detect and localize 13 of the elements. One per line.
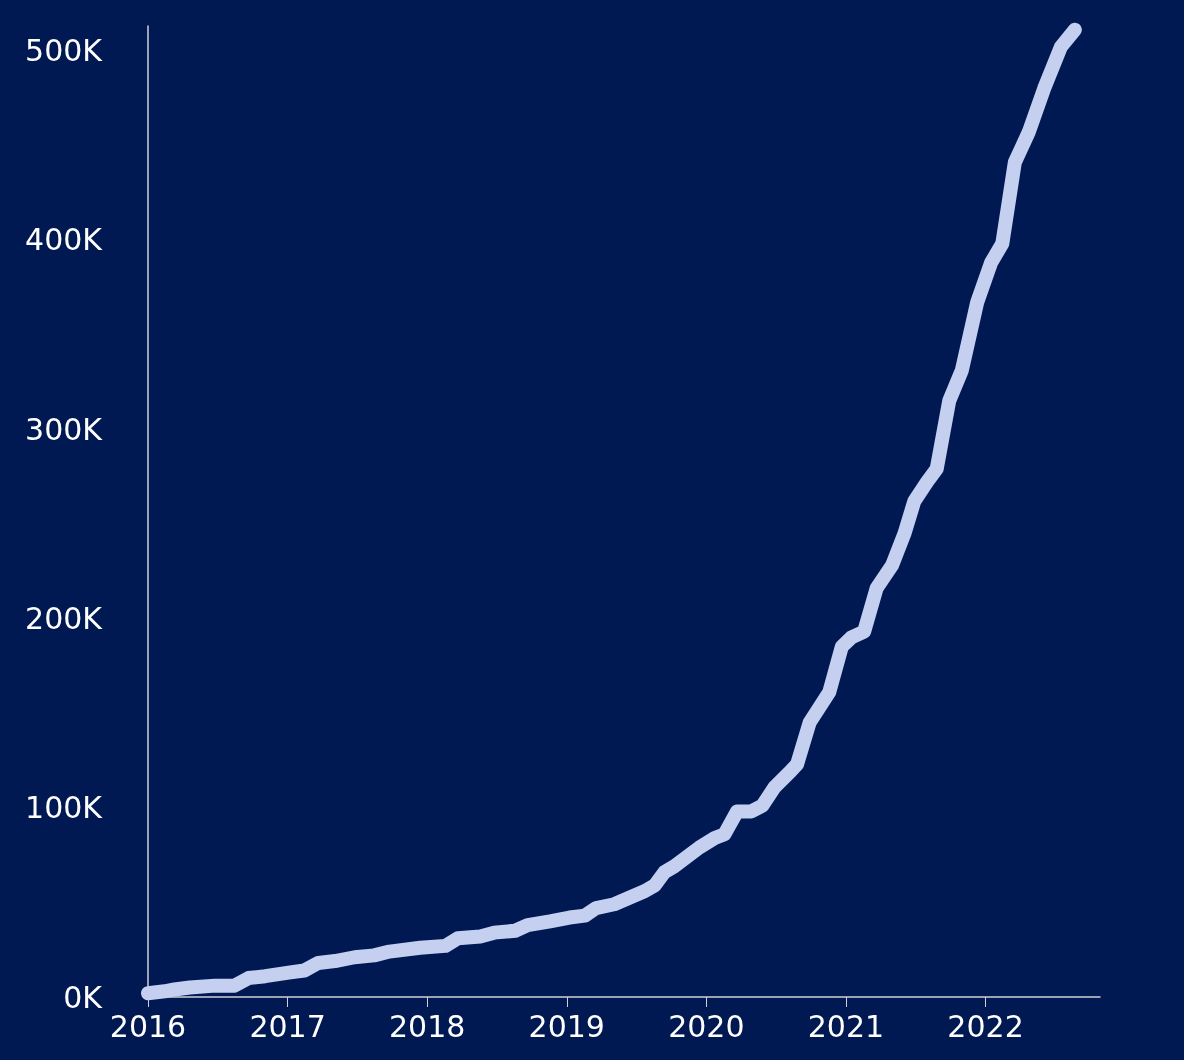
x-tick-label: 2020 [668, 1008, 745, 1044]
x-tick-label: 2017 [249, 1008, 326, 1044]
x-tick-label: 2019 [528, 1008, 605, 1044]
y-tick-label: 500K [25, 33, 104, 69]
y-tick-label: 400K [25, 222, 104, 258]
x-tick-label: 2021 [807, 1008, 885, 1044]
x-tick-label: 2016 [109, 1008, 187, 1044]
y-tick-label: 300K [25, 411, 104, 447]
y-tick-label: 200K [25, 600, 104, 636]
y-tick-label: 0K [63, 979, 104, 1015]
x-tick-label: 2022 [947, 1008, 1024, 1044]
y-tick-label: 100K [25, 790, 104, 826]
x-tick-label: 2018 [389, 1008, 466, 1044]
